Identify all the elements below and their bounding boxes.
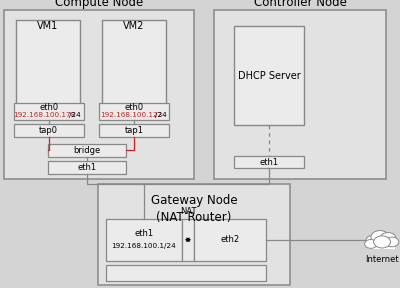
Text: (NAT Router): (NAT Router) (156, 211, 232, 224)
FancyBboxPatch shape (14, 103, 84, 120)
FancyBboxPatch shape (368, 240, 395, 249)
FancyBboxPatch shape (234, 156, 304, 168)
FancyBboxPatch shape (102, 20, 166, 105)
Circle shape (366, 235, 380, 246)
Text: Internet: Internet (365, 255, 399, 264)
Text: 192.168.100.178: 192.168.100.178 (14, 112, 76, 118)
FancyBboxPatch shape (48, 144, 126, 157)
Text: eth1: eth1 (78, 163, 96, 172)
FancyBboxPatch shape (99, 103, 169, 120)
Circle shape (385, 237, 399, 247)
Text: Controller Node: Controller Node (254, 0, 346, 10)
FancyBboxPatch shape (16, 20, 80, 105)
Text: DHCP Server: DHCP Server (238, 71, 300, 81)
Text: tap1: tap1 (125, 126, 144, 135)
Text: /24: /24 (69, 112, 81, 118)
Text: /24: /24 (155, 112, 167, 118)
Text: Gateway Node: Gateway Node (151, 194, 237, 207)
Circle shape (380, 232, 396, 244)
Text: tap0: tap0 (39, 126, 58, 135)
Text: VM1: VM1 (37, 21, 59, 31)
FancyBboxPatch shape (14, 124, 84, 137)
Text: Compute Node: Compute Node (55, 0, 143, 10)
Text: 192.168.100.1/24: 192.168.100.1/24 (112, 243, 176, 249)
Text: eth0: eth0 (39, 103, 58, 112)
Text: eth1: eth1 (260, 158, 278, 167)
FancyBboxPatch shape (98, 184, 290, 285)
FancyBboxPatch shape (106, 265, 266, 281)
FancyBboxPatch shape (234, 26, 304, 125)
Text: eth0: eth0 (125, 103, 144, 112)
Circle shape (374, 236, 390, 248)
FancyBboxPatch shape (182, 219, 194, 261)
Text: eth1: eth1 (134, 229, 154, 238)
Text: 192.168.100.123: 192.168.100.123 (100, 112, 162, 118)
Circle shape (365, 240, 377, 248)
FancyBboxPatch shape (106, 219, 182, 261)
Circle shape (371, 231, 389, 243)
Text: eth2: eth2 (220, 235, 240, 244)
Text: VM2: VM2 (123, 21, 145, 31)
Text: NAT: NAT (180, 207, 196, 216)
FancyBboxPatch shape (214, 10, 386, 179)
FancyBboxPatch shape (99, 124, 169, 137)
FancyBboxPatch shape (4, 10, 194, 179)
FancyBboxPatch shape (48, 161, 126, 174)
FancyBboxPatch shape (194, 219, 266, 261)
Text: bridge: bridge (73, 146, 101, 155)
